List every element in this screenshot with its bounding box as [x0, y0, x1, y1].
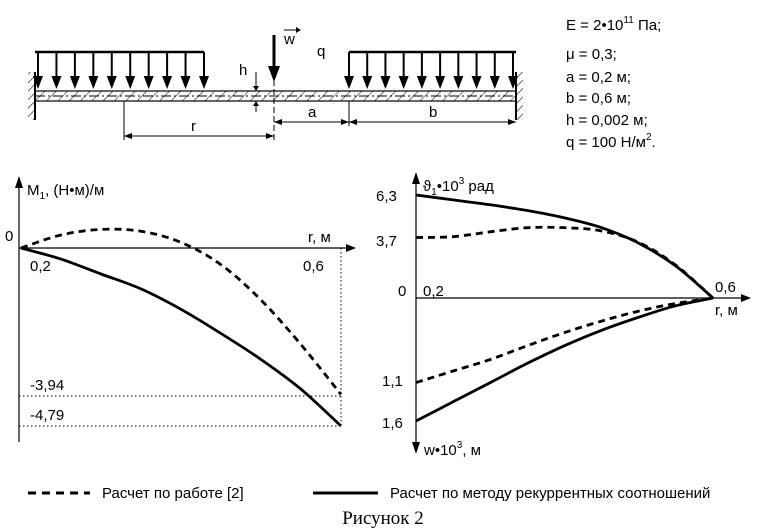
load-arrow-head [380, 76, 391, 89]
param-E: E = 2•1011 Па; [566, 15, 661, 34]
h-label: h [239, 62, 247, 79]
load-arrow-head [143, 76, 154, 89]
series-line-dashed [415, 225, 714, 300]
load-arrow-head [180, 76, 191, 89]
moment-chart: M1, (Н•м)/м r, м 0 0,2 0,6 -3,94 -4,79 [5, 176, 356, 442]
x-tick-label: 0,2 [423, 283, 444, 300]
load-arrow-head [344, 76, 354, 89]
origin-label: 0 [5, 228, 13, 245]
load-right [344, 50, 518, 89]
y-axis-label: ϑ1•103 рад [423, 176, 494, 198]
x-axis-label: r, м [308, 229, 331, 246]
q-label: q [317, 43, 325, 60]
figure-caption: Рисунок 2 [342, 508, 424, 529]
load-arrow-head [106, 76, 117, 89]
x-tick-label: 0,6 [303, 258, 324, 275]
load-arrow-head [51, 76, 62, 89]
load-arrow-head [69, 76, 80, 89]
param-a: a = 0,2 м; [566, 69, 631, 86]
y-tick-label: -3,94 [30, 377, 64, 394]
series-line-dashed [20, 227, 343, 396]
param-b: b = 0,6 м; [566, 90, 631, 107]
load-arrow-head [362, 76, 373, 89]
load-arrow-head [125, 76, 136, 89]
plate-scheme: w q h r a b [28, 27, 523, 140]
b-label: b [429, 104, 437, 121]
dim-b [349, 119, 516, 125]
y-tick-label: -4,79 [30, 407, 64, 424]
legend-label: Расчет по работе [2] [102, 485, 244, 502]
legend-label: Расчет по методу рекуррентных соотношени… [390, 485, 710, 502]
series-line-dashed [415, 296, 714, 384]
load-arrow-head [471, 76, 482, 89]
load-arrow-head [33, 76, 43, 89]
load-arrow-head [508, 76, 518, 89]
load-arrow-head [489, 76, 500, 89]
series-line-solid [415, 193, 714, 300]
load-arrow-head [453, 76, 464, 89]
y-tick-label: 1,1 [382, 373, 403, 390]
load-arrow-head [199, 76, 209, 89]
r-label: r [191, 118, 196, 135]
y2-axis-label: w•103, м [423, 440, 481, 459]
y-axis-label: M1, (Н•м)/м [27, 182, 104, 202]
param-mu: μ = 0,3; [566, 46, 617, 63]
x-tick-label: 0,2 [30, 258, 51, 275]
rotation-deflection-chart: ϑ1•103 рад w•103, м r, м 0 0,2 0,6 6,3 3… [376, 172, 751, 459]
series-line-solid [20, 246, 342, 428]
y-tick-label: 1,6 [382, 415, 403, 432]
load-arrow-head [398, 76, 409, 89]
right-wall [516, 72, 523, 120]
dim-r [124, 133, 274, 139]
left-wall [28, 72, 35, 120]
load-arrow-head [435, 76, 446, 89]
param-h: h = 0,002 м; [566, 112, 648, 129]
origin-label: 0 [398, 283, 406, 300]
dim-a [274, 119, 349, 125]
parameters: E = 2•1011 Па; μ = 0,3; a = 0,2 м; b = 0… [566, 15, 661, 151]
series-line-solid [415, 296, 714, 423]
x-axis-label: r, м [715, 302, 738, 319]
y-tick-label: 6,3 [376, 188, 397, 205]
legend: Расчет по работе [2] Расчет по методу ре… [28, 485, 710, 502]
load-arrow-head [416, 76, 427, 89]
load-arrow-head [162, 76, 173, 89]
param-q: q = 100 Н/м2. [566, 132, 656, 151]
a-label: a [308, 104, 317, 121]
w-label: w [283, 31, 295, 48]
force-arrow [268, 35, 280, 82]
load-arrow-head [88, 76, 99, 89]
x-tick-label: 0,6 [715, 279, 736, 296]
y-tick-label: 3,7 [376, 233, 397, 250]
load-left [33, 50, 209, 89]
